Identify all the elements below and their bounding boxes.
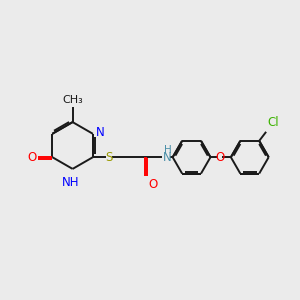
Text: Cl: Cl bbox=[268, 116, 279, 129]
Text: S: S bbox=[106, 151, 113, 164]
Text: H: H bbox=[164, 146, 171, 155]
Text: N: N bbox=[163, 151, 171, 164]
Text: N: N bbox=[96, 126, 105, 139]
Text: O: O bbox=[148, 178, 158, 191]
Text: O: O bbox=[215, 151, 225, 164]
Text: NH: NH bbox=[61, 176, 79, 188]
Text: CH₃: CH₃ bbox=[62, 95, 83, 105]
Text: O: O bbox=[27, 151, 36, 164]
